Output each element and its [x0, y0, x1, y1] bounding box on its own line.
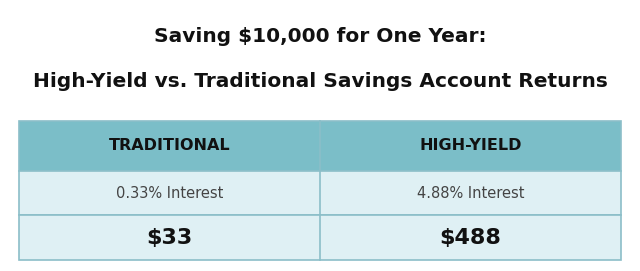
Text: High-Yield vs. Traditional Savings Account Returns: High-Yield vs. Traditional Savings Accou… [33, 72, 607, 91]
Text: 4.88% Interest: 4.88% Interest [417, 186, 524, 201]
Text: $33: $33 [147, 228, 193, 248]
Bar [19, 215, 621, 260]
Text: TRADITIONAL: TRADITIONAL [109, 138, 230, 153]
Text: 0.33% Interest: 0.33% Interest [116, 186, 223, 201]
Bar [19, 171, 621, 215]
Text: $488: $488 [440, 228, 501, 248]
Text: Saving $10,000 for One Year:: Saving $10,000 for One Year: [154, 27, 486, 46]
Text: HIGH-YIELD: HIGH-YIELD [419, 138, 522, 153]
Bar [19, 121, 621, 171]
